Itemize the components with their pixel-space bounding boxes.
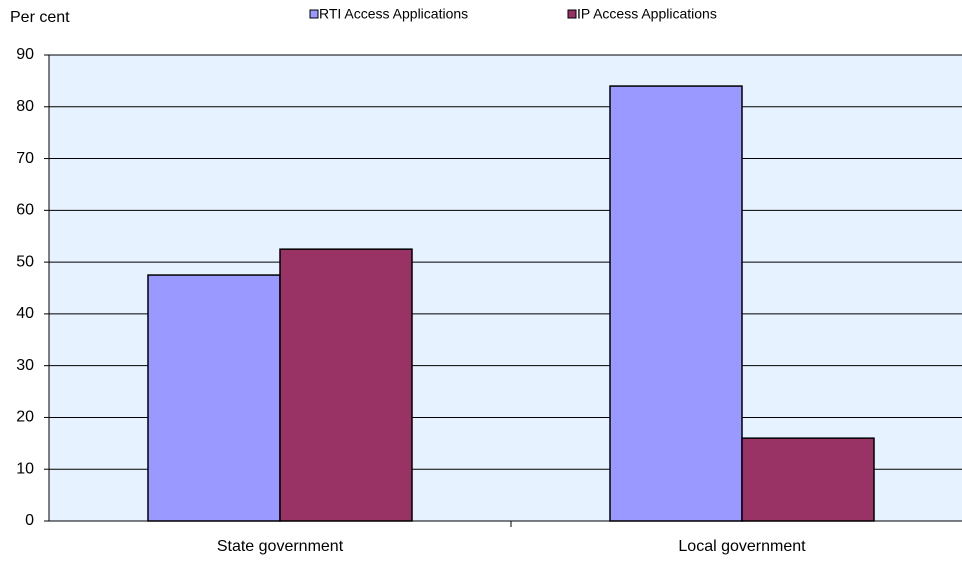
legend-swatch bbox=[309, 9, 319, 19]
y-tick-label: 40 bbox=[16, 305, 34, 322]
legend-label: IP Access Applications bbox=[577, 6, 717, 22]
y-tick-label: 70 bbox=[16, 150, 34, 167]
bar bbox=[609, 85, 743, 522]
y-tick-label: 10 bbox=[16, 460, 34, 477]
legend-label: RTI Access Applications bbox=[319, 6, 468, 22]
bar bbox=[279, 248, 413, 522]
y-tick-label: 30 bbox=[16, 357, 34, 374]
y-tick-label: 0 bbox=[25, 512, 34, 529]
y-tick-label: 80 bbox=[16, 98, 34, 115]
bar bbox=[741, 437, 875, 522]
legend-swatch bbox=[567, 9, 577, 19]
x-tick-label: State government bbox=[217, 538, 344, 555]
y-tick-label: 90 bbox=[16, 46, 34, 63]
bar bbox=[147, 274, 281, 522]
y-tick-label: 20 bbox=[16, 409, 34, 426]
x-tick-label: Local government bbox=[678, 538, 806, 555]
y-tick-label: 50 bbox=[16, 253, 34, 270]
y-tick-label: 60 bbox=[16, 202, 34, 219]
y-axis-label: Per cent bbox=[10, 9, 70, 26]
